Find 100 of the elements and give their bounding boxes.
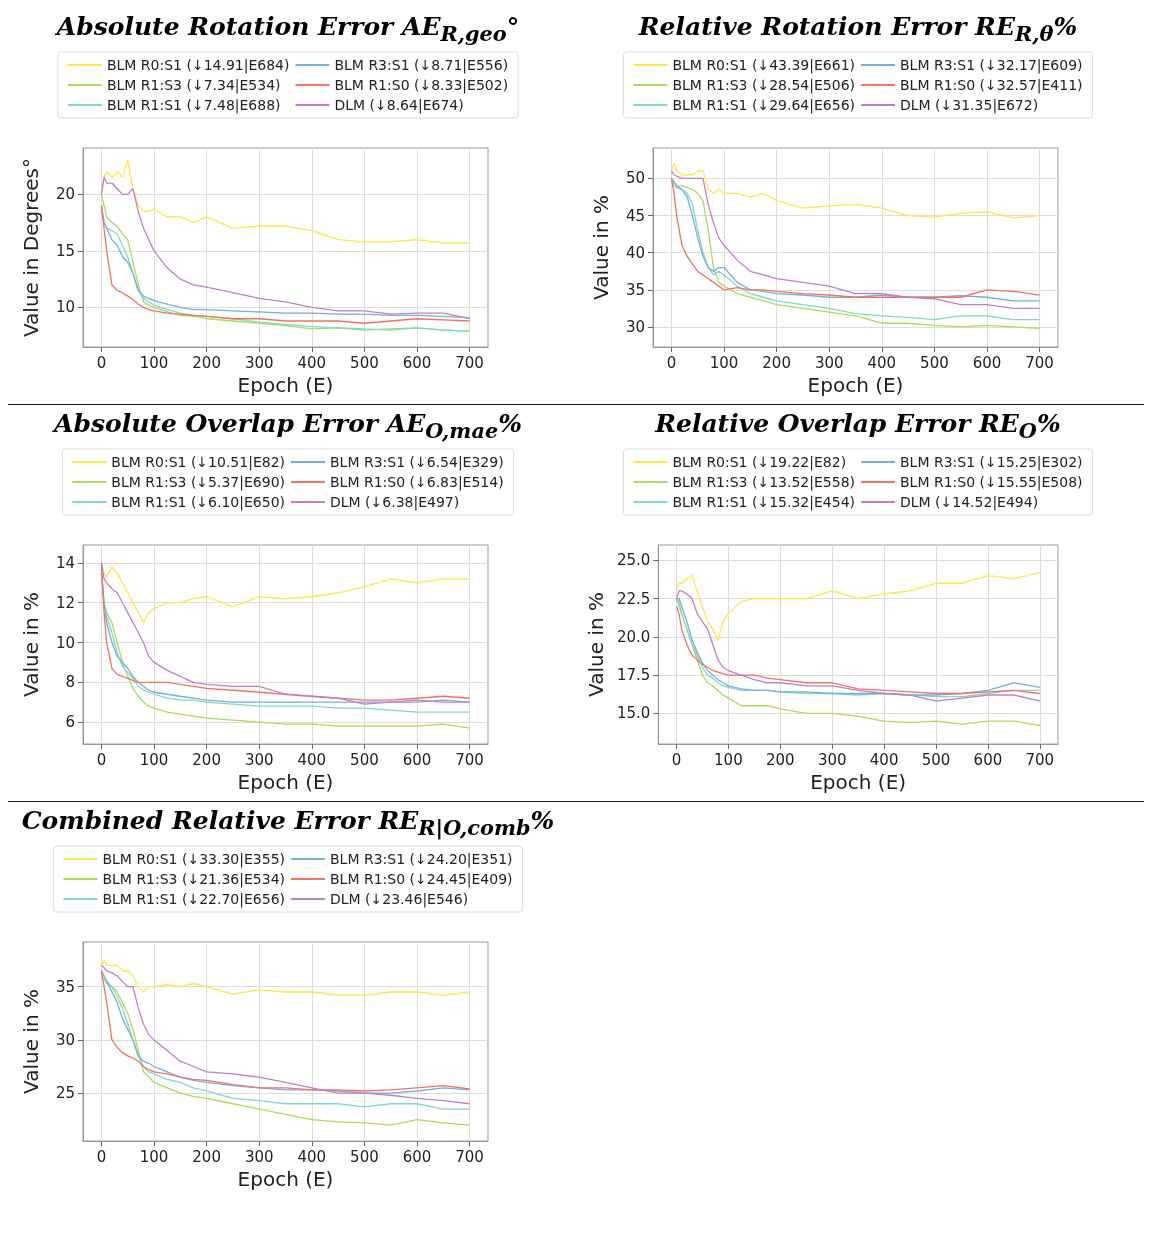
- y-axis-title: Value in Degrees°: [19, 157, 43, 338]
- x-tick-label: 100: [709, 353, 739, 372]
- chart-title: Relative Rotation Error RE$_{R,θ}$%: [637, 12, 1079, 48]
- chart-title: Relative Overlap Error RE$_{O}$%: [653, 409, 1062, 445]
- x-tick-label: 300: [244, 750, 274, 769]
- y-tick-label: 45: [625, 206, 645, 225]
- legend-label: BLM R1:S1 (↓22.70|E656): [102, 891, 285, 908]
- y-tick-label: 30: [625, 317, 645, 336]
- y-axis-title: Value in %: [589, 195, 613, 300]
- y-tick-label: 35: [625, 280, 645, 299]
- y-tick-label: 30: [55, 1030, 75, 1049]
- x-axis-title: Epoch (E): [237, 373, 334, 397]
- legend-label: BLM R1:S0 (↓32.57|E411): [900, 77, 1083, 94]
- legend-label: BLM R1:S3 (↓13.52|E558): [672, 474, 855, 491]
- x-tick-label: 700: [455, 353, 484, 372]
- legend-label: BLM R3:S1 (↓8.71|E556): [334, 57, 509, 74]
- legend-label: BLM R1:S0 (↓24.45|E409): [330, 871, 513, 888]
- x-axis-title: Epoch (E): [237, 1167, 334, 1191]
- x-tick-label: 400: [867, 353, 897, 372]
- y-tick-label: 15.0: [616, 704, 651, 723]
- x-tick-label: 600: [973, 750, 1003, 769]
- x-tick-label: 500: [350, 353, 379, 372]
- legend-label: DLM (↓23.46|E546): [330, 891, 469, 908]
- y-tick-label: 15: [55, 241, 75, 260]
- legend-label: BLM R0:S1 (↓33.30|E355): [102, 851, 285, 868]
- y-tick-label: 50: [625, 169, 645, 188]
- legend-label: BLM R1:S0 (↓8.33|E502): [334, 77, 509, 94]
- legend-label: BLM R1:S3 (↓5.37|E690): [111, 474, 285, 491]
- legend-label: BLM R3:S1 (↓32.17|E609): [900, 57, 1083, 74]
- y-tick-label: 17.5: [616, 666, 651, 685]
- y-tick-label: 22.5: [616, 589, 651, 608]
- x-tick-label: 100: [139, 1147, 169, 1166]
- x-tick-label: 0: [96, 1147, 107, 1166]
- legend-label: DLM (↓14.52|E494): [900, 494, 1039, 511]
- legend-label: BLM R1:S1 (↓7.48|E688): [106, 97, 281, 114]
- y-tick-label: 12: [55, 593, 75, 612]
- chart-title: Absolute Overlap Error AE$_{O,mae}$%: [51, 409, 523, 445]
- y-tick-label: 6: [65, 713, 75, 732]
- y-tick-label: 14: [55, 553, 75, 572]
- line-series: [100, 959, 471, 996]
- x-tick-label: 300: [244, 1147, 274, 1166]
- x-tick-label: 0: [666, 353, 677, 372]
- x-tick-label: 100: [139, 750, 169, 769]
- x-tick-label: 700: [455, 1147, 484, 1166]
- x-tick-label: 0: [96, 750, 107, 769]
- x-tick-label: 300: [244, 353, 274, 372]
- y-tick-label: 20.0: [616, 627, 651, 646]
- line-series: [100, 562, 471, 624]
- x-tick-label: 500: [920, 353, 949, 372]
- x-tick-label: 0: [96, 353, 107, 372]
- y-axis-title: Value in %: [584, 592, 608, 697]
- legend-label: BLM R0:S1 (↓19.22|E82): [672, 454, 847, 471]
- x-tick-label: 400: [297, 750, 327, 769]
- legend-label: BLM R0:S1 (↓10.51|E82): [111, 454, 285, 471]
- x-tick-label: 400: [297, 353, 327, 372]
- x-tick-label: 500: [350, 750, 379, 769]
- x-tick-label: 200: [192, 750, 221, 769]
- chart-title: Combined Relative Error RE$_{R|O,comb}$%: [20, 806, 556, 842]
- y-tick-label: 25.0: [616, 551, 651, 570]
- x-tick-label: 600: [402, 750, 432, 769]
- y-tick-label: 40: [625, 243, 645, 262]
- legend-label: BLM R3:S1 (↓15.25|E302): [900, 454, 1083, 471]
- x-tick-label: 400: [297, 1147, 327, 1166]
- y-tick-label: 8: [65, 673, 75, 692]
- legend-label: BLM R1:S0 (↓15.55|E508): [900, 474, 1083, 491]
- legend-label: DLM (↓31.35|E672): [900, 97, 1039, 114]
- line-series: [670, 162, 1041, 219]
- legend-label: DLM (↓6.38|E497): [330, 494, 460, 511]
- x-tick-label: 100: [139, 353, 169, 372]
- legend-label: BLM R0:S1 (↓43.39|E661): [672, 57, 855, 74]
- y-tick-label: 35: [55, 977, 75, 996]
- x-tick-label: 200: [192, 353, 221, 372]
- x-tick-label: 600: [402, 353, 432, 372]
- x-tick-label: 300: [817, 750, 847, 769]
- x-tick-label: 700: [1025, 353, 1054, 372]
- y-tick-label: 10: [55, 633, 75, 652]
- x-tick-label: 200: [192, 1147, 221, 1166]
- legend-label: BLM R1:S3 (↓7.34|E534): [106, 77, 281, 94]
- x-axis-title: Epoch (E): [807, 373, 904, 397]
- x-tick-label: 0: [671, 750, 682, 769]
- x-tick-label: 200: [765, 750, 795, 769]
- legend-label: BLM R1:S1 (↓6.10|E650): [111, 494, 285, 511]
- legend-label: BLM R0:S1 (↓14.91|E684): [106, 57, 290, 74]
- line-series: [100, 176, 471, 320]
- x-tick-label: 600: [972, 353, 1002, 372]
- x-tick-label: 200: [762, 353, 791, 372]
- legend-label: BLM R3:S1 (↓24.20|E351): [330, 851, 513, 868]
- x-tick-label: 700: [455, 750, 484, 769]
- legend-label: BLM R1:S3 (↓28.54|E506): [672, 77, 855, 94]
- chart-title: Absolute Rotation Error AE$_{R,geo}$°: [54, 12, 521, 48]
- legend-label: BLM R3:S1 (↓6.54|E329): [330, 454, 504, 471]
- x-tick-label: 700: [1025, 750, 1055, 769]
- x-tick-label: 500: [350, 1147, 379, 1166]
- legend-label: BLM R1:S1 (↓15.32|E454): [672, 494, 855, 511]
- y-tick-label: 10: [55, 298, 75, 317]
- x-tick-label: 600: [402, 1147, 432, 1166]
- x-tick-label: 300: [814, 353, 844, 372]
- x-axis-title: Epoch (E): [237, 770, 334, 794]
- legend-label: BLM R1:S0 (↓6.83|E514): [330, 474, 504, 491]
- y-axis-title: Value in %: [19, 592, 43, 697]
